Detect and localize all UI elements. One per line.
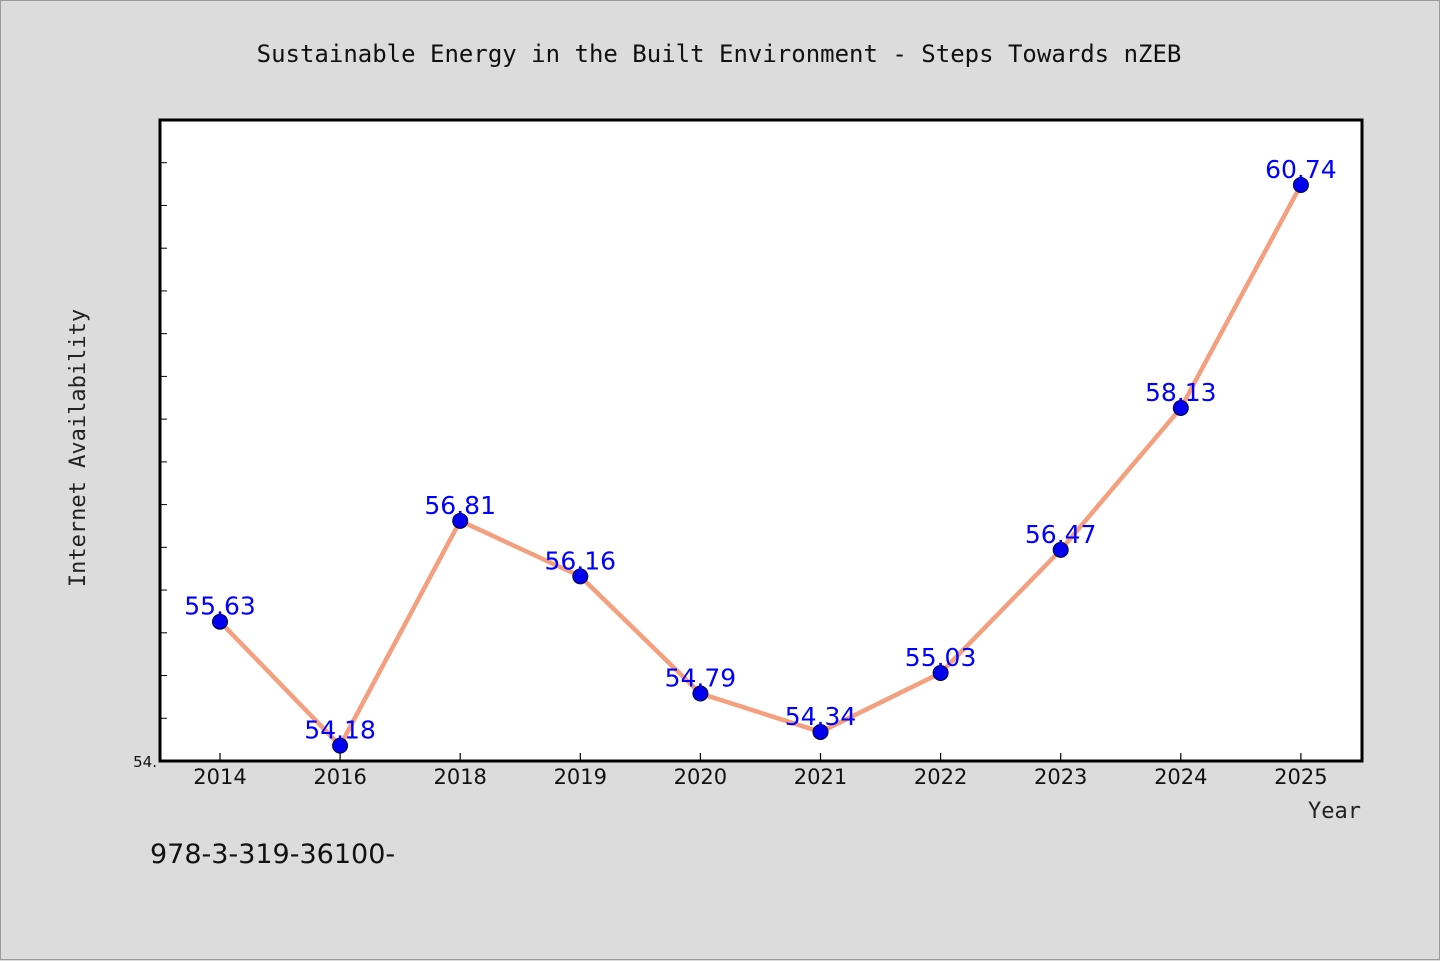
chart-title: Sustainable Energy in the Built Environm… — [257, 40, 1182, 68]
data-point — [1292, 176, 1309, 193]
data-label: 54.18 — [304, 716, 376, 745]
data-point — [572, 568, 589, 585]
x-tick-label: 2023 — [1034, 765, 1087, 789]
data-label: 58.13 — [1145, 378, 1217, 407]
data-point — [332, 737, 349, 754]
x-tick-label: 2022 — [914, 765, 967, 789]
data-point — [692, 685, 709, 702]
data-point — [212, 613, 228, 630]
series-layer — [212, 176, 1309, 754]
x-tick-label: 2021 — [794, 765, 847, 789]
data-point — [932, 664, 949, 681]
data-label: 54.79 — [665, 663, 737, 692]
x-tick-label: 2020 — [674, 765, 727, 789]
x-tick-label: 2014 — [193, 765, 246, 789]
data-point — [1172, 400, 1189, 417]
x-tick-label: 2019 — [554, 765, 607, 789]
data-label: 55.03 — [905, 643, 977, 672]
data-label: 56.47 — [1025, 520, 1097, 549]
data-point — [452, 512, 469, 529]
data-label-layer: 55.63 54.18 56.81 56.16 54.79 54.34 55.03 56.47… — [184, 155, 1336, 745]
x-tick-label: 2025 — [1274, 765, 1327, 789]
plot-area — [158, 118, 1364, 763]
y-tick-label: 54. — [133, 753, 157, 771]
x-tick-label: 2016 — [313, 765, 366, 789]
data-label: 56.81 — [424, 491, 496, 520]
series-line — [217, 182, 1304, 748]
x-tick-label: 2024 — [1154, 765, 1207, 789]
x-axis-ticks: 2014 2016 2018 2019 2020 2021 2022 2023 2024 2025 — [193, 753, 1328, 789]
data-point — [1052, 541, 1069, 558]
y-axis-label: Internet Availability — [66, 309, 91, 587]
data-label: 55.63 — [184, 592, 256, 621]
data-point — [812, 723, 829, 740]
x-tick-label: 2018 — [433, 765, 486, 789]
y-axis-ticks: 54. — [133, 162, 167, 771]
data-label: 56.16 — [545, 546, 617, 575]
data-label: 54.34 — [785, 702, 857, 731]
x-axis-label: Year — [1308, 799, 1361, 824]
footer-isbn-text: 978-3-319-36100- — [150, 839, 395, 870]
data-label: 60.74 — [1265, 155, 1337, 184]
